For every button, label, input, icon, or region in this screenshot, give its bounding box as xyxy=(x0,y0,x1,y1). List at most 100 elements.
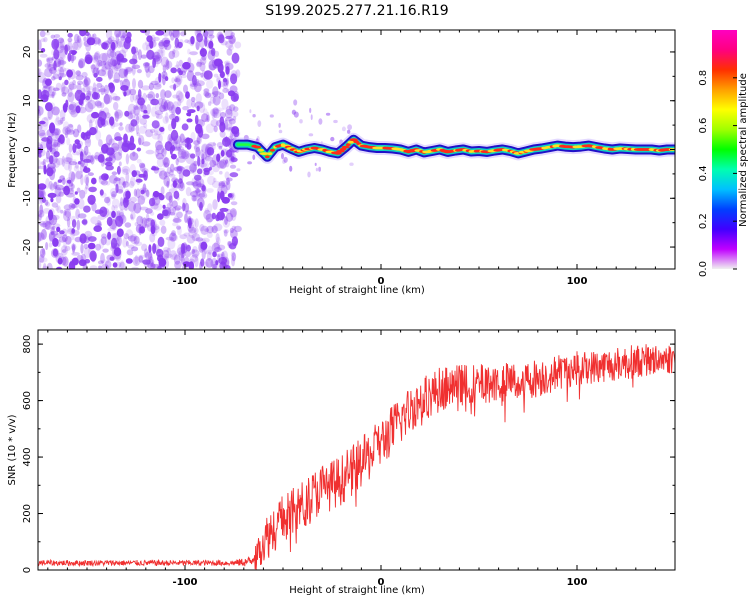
spectrogram-noise-blob xyxy=(231,252,237,262)
spectrogram-noise-blob xyxy=(194,114,199,125)
spectrogram-noise-blob xyxy=(74,171,82,180)
spectrogram-noise-blob xyxy=(59,175,65,181)
spectrogram-noise-blob xyxy=(138,226,144,234)
spectrogram-noise-blob xyxy=(207,30,214,37)
spectrogram-noise-blob xyxy=(109,84,114,94)
spectrogram-noise-blob xyxy=(198,162,208,168)
spectrogram-noise-blob xyxy=(203,88,210,98)
spectrogram-noise-blob xyxy=(143,109,148,114)
spectrogram-noise-blob xyxy=(135,224,144,234)
spectrogram-noise-blob xyxy=(132,151,136,157)
spectrogram-noise-blob xyxy=(160,56,169,68)
spectrogram-noise-blob xyxy=(188,228,197,239)
spectrogram-noise-blob xyxy=(141,85,151,91)
spectrogram-noise-blob xyxy=(193,160,198,167)
spectrogram-noise-blob xyxy=(211,108,216,120)
spectrogram-noise-blob xyxy=(222,120,229,130)
spectrogram-noise-blob xyxy=(218,34,225,44)
spectrogram-noise-blob xyxy=(219,170,223,175)
spectrogram-noise-blob xyxy=(219,159,227,169)
spectrogram-noise-blob xyxy=(173,216,180,223)
spectrogram-noise-blob xyxy=(61,92,67,97)
spectrogram-noise-blob xyxy=(80,243,84,254)
spectrogram-noise-blob xyxy=(63,210,72,222)
spectrogram-noise-blob xyxy=(63,239,67,250)
spectrogram-noise-blob xyxy=(125,240,129,247)
spectrogram-noise-blob xyxy=(74,198,80,205)
spectrogram-noise-blob xyxy=(128,180,135,188)
spectrogram-noise-blob xyxy=(94,51,101,60)
spectrogram-noise-blob xyxy=(51,131,60,142)
spectrogram-noise-blob xyxy=(185,210,193,215)
spectrogram-noise-blob xyxy=(76,35,82,44)
spectrogram-scatter-dot xyxy=(269,114,274,118)
spectrogram-noise-blob xyxy=(176,95,180,100)
spectrogram-noise-blob xyxy=(56,141,61,148)
spectrogram-noise-blob xyxy=(38,183,47,190)
spectrogram-noise-blob xyxy=(204,228,210,233)
spectrogram-noise-blob xyxy=(234,41,242,49)
spectrogram-noise-blob xyxy=(137,49,142,61)
spectrogram-noise-blob xyxy=(133,202,142,214)
spectrogram-noise-blob xyxy=(53,181,58,190)
colorbar-label: Normalized spectral amplitude xyxy=(738,73,749,227)
spectrogram-noise-blob xyxy=(98,174,107,185)
spectrogram-noise-blob xyxy=(67,32,73,38)
spectrogram-noise-blob xyxy=(169,204,174,215)
spectrogram-noise-blob xyxy=(133,113,142,121)
colorbar: 0.0 0.2 0.4 0.6 0.8 Normalized spectral ampl… xyxy=(698,30,749,277)
spectrogram-noise-blob xyxy=(149,256,154,267)
spectrogram-noise-blob xyxy=(157,98,164,106)
spectrogram-noise-region xyxy=(38,30,354,269)
spectrogram-noise-blob xyxy=(73,39,82,51)
spectrogram-noise-blob xyxy=(208,64,216,71)
colorbar-tick-label: 0.6 xyxy=(698,118,709,134)
spectrogram-noise-blob xyxy=(191,248,196,255)
spectrogram-noise-blob xyxy=(58,191,64,197)
spectrogram-noise-blob xyxy=(103,174,109,180)
spectrogram-noise-blob xyxy=(130,211,136,220)
spectrogram-noise-blob xyxy=(38,212,43,218)
spectrogram-noise-blob xyxy=(139,206,149,211)
spectrogram-noise-blob xyxy=(191,249,200,257)
spectrogram-noise-blob xyxy=(205,249,215,255)
spectrogram-noise-blob xyxy=(45,214,55,225)
spectrogram-noise-blob xyxy=(53,181,60,188)
spectrogram-noise-blob xyxy=(221,258,230,268)
spectrogram-noise-blob xyxy=(176,74,183,85)
spectrogram-noise-blob xyxy=(147,251,153,261)
spectrogram-noise-blob xyxy=(55,114,60,123)
spectrogram-noise-blob xyxy=(212,199,218,210)
spectrogram-noise-blob xyxy=(163,175,170,187)
spectrogram-noise-blob xyxy=(228,44,234,51)
spectrogram-noise-blob xyxy=(146,49,155,60)
spectrogram-noise-blob xyxy=(135,178,143,183)
spectrogram-noise-blob xyxy=(210,108,220,117)
spectrogram-noise-blob xyxy=(114,132,121,141)
spectrogram-noise-blob xyxy=(63,160,71,171)
spectrogram-noise-blob xyxy=(110,92,118,101)
spectrogram-noise-blob xyxy=(225,149,233,158)
spectrogram-noise-blob xyxy=(115,183,119,194)
spectrogram-noise-blob xyxy=(78,58,86,69)
spectrogram-noise-blob xyxy=(168,106,175,114)
spectrogram-noise-blob xyxy=(82,86,91,92)
spectrogram-noise-blob xyxy=(131,266,139,269)
spectrogram-noise-blob xyxy=(154,192,163,197)
spectrogram-noise-blob xyxy=(215,107,224,112)
spectrogram-noise-blob xyxy=(86,85,94,91)
spectrogram-noise-blob xyxy=(111,193,116,200)
spectrogram-noise-blob xyxy=(40,121,48,132)
spectrogram-noise-blob xyxy=(178,170,184,181)
spectrogram-noise-blob xyxy=(230,209,237,222)
spectrogram-noise-blob xyxy=(175,76,182,87)
spectrogram-noise-blob xyxy=(211,180,221,188)
spectrogram-noise-blob xyxy=(201,113,209,123)
spectrogram-noise-blob xyxy=(138,224,142,236)
spectrogram-noise-blob xyxy=(94,100,102,107)
spectrogram-noise-blob xyxy=(141,243,148,252)
spectrogram-noise-blob xyxy=(38,260,42,269)
spectrogram-noise-blob xyxy=(202,144,208,153)
spectrogram-noise-blob xyxy=(89,200,95,206)
spectrogram-noise-blob xyxy=(79,189,86,199)
